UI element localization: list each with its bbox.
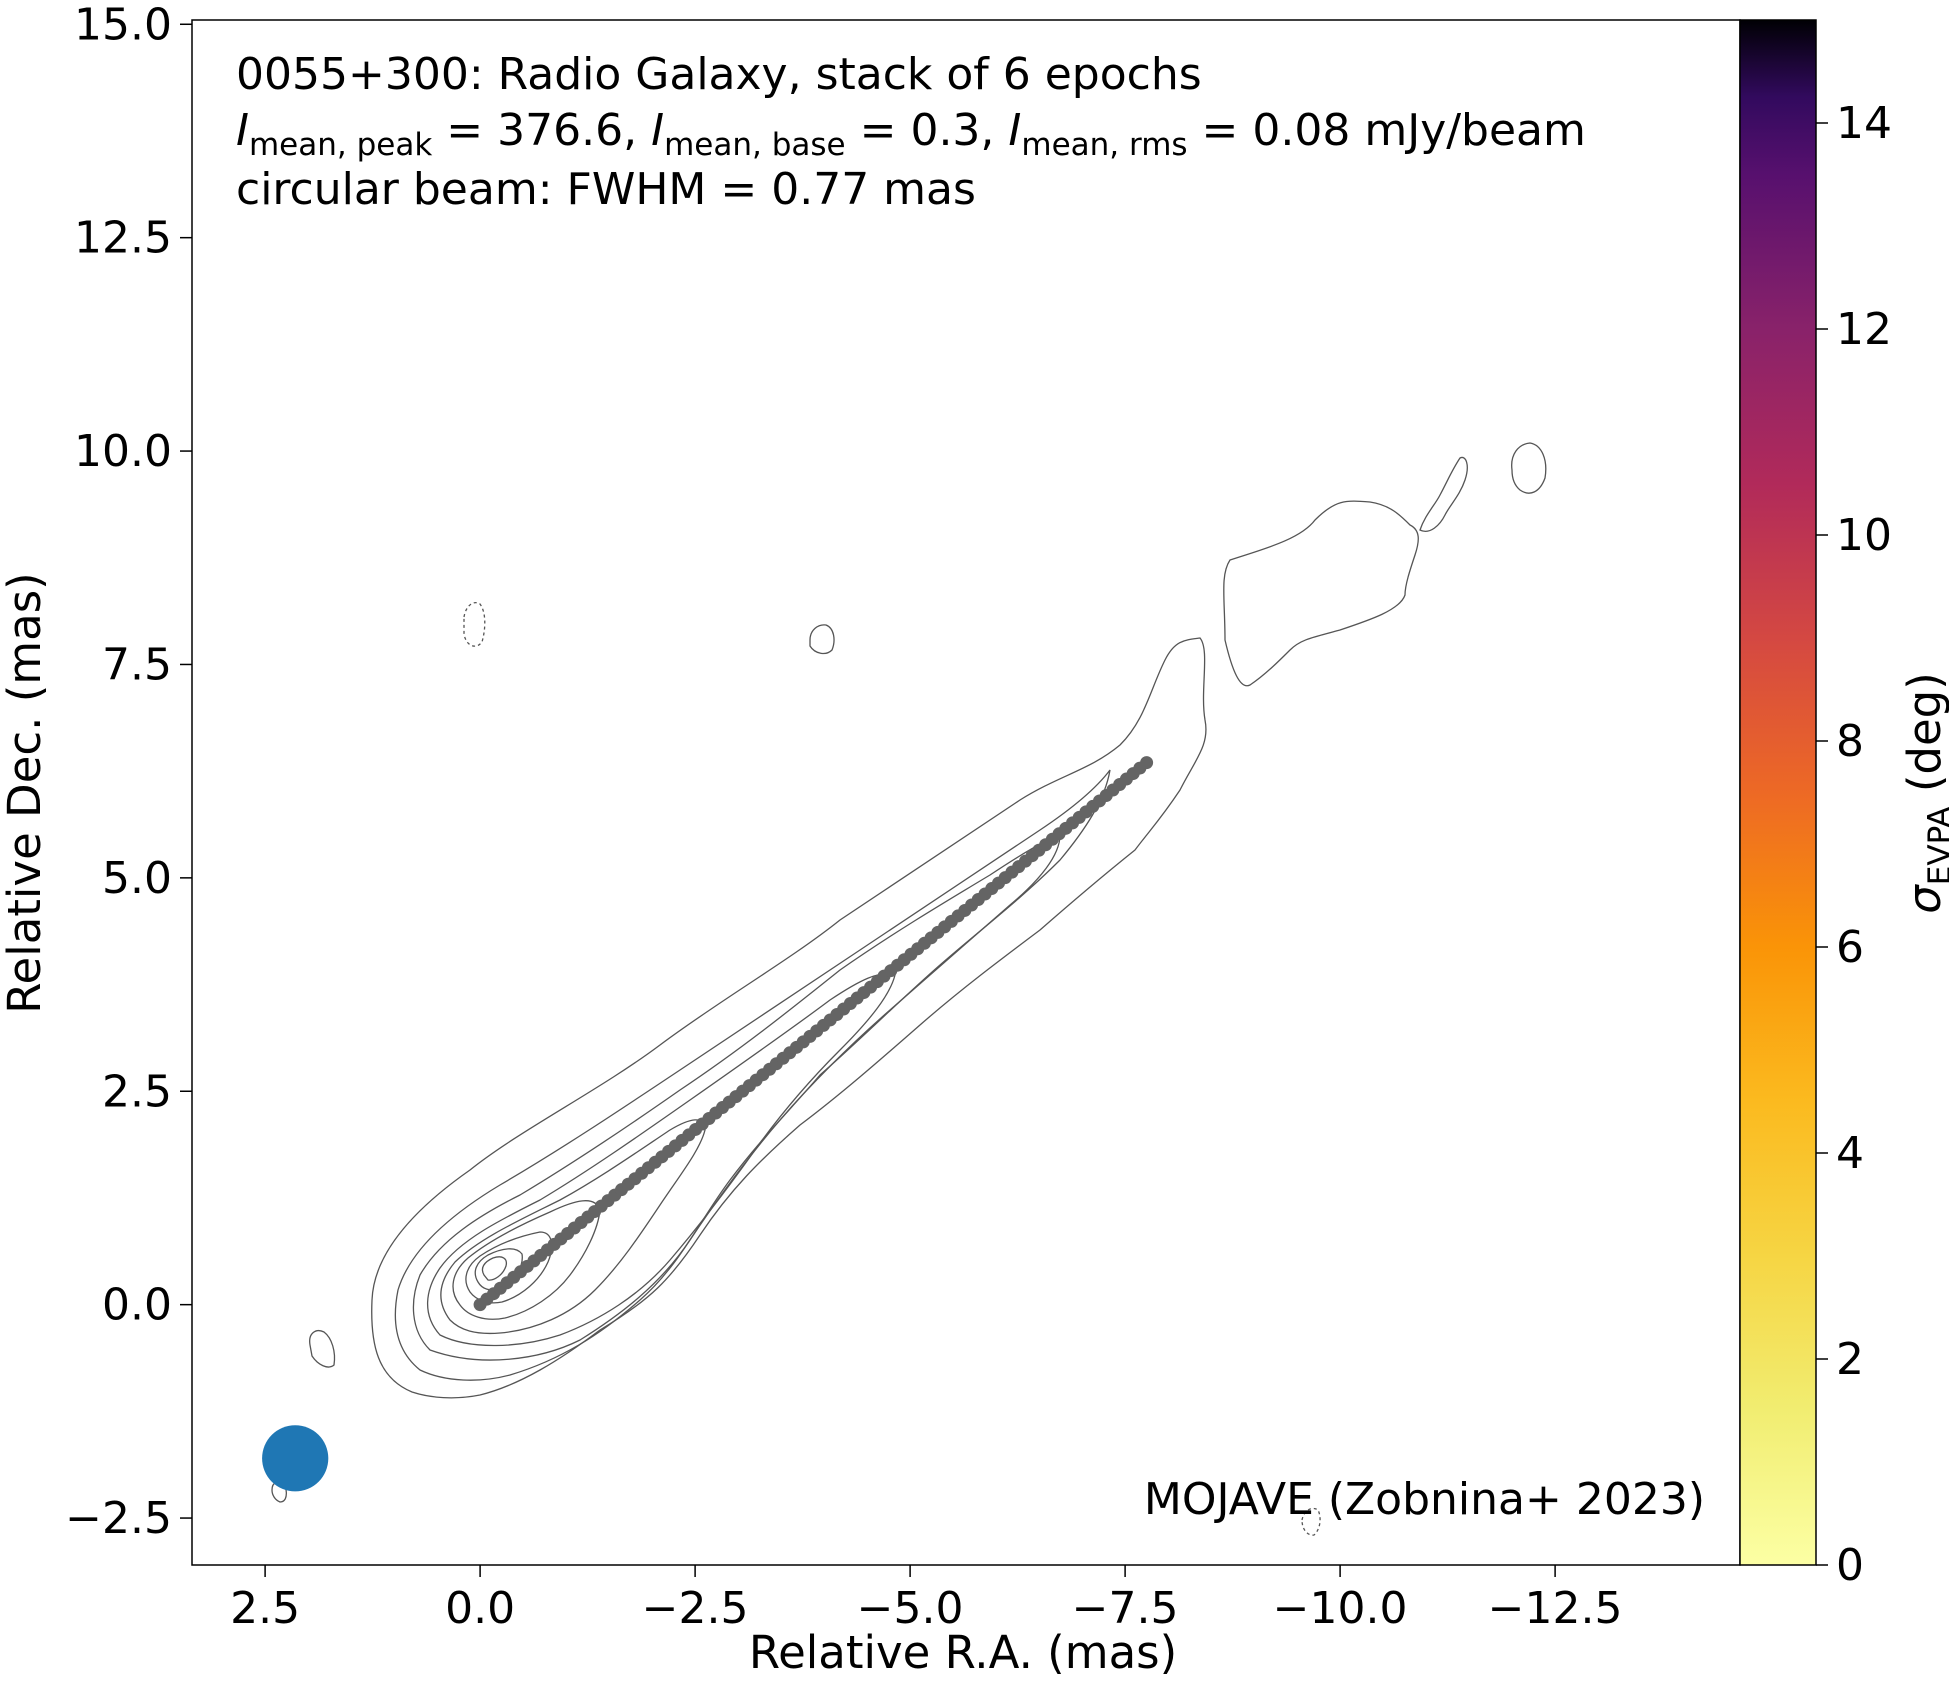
title-line-1: 0055+300: Radio Galaxy, stack of 6 epoch…	[236, 49, 1202, 100]
colorbar-tick-label: 10	[1836, 510, 1892, 561]
title-line-2: Imean, peak = 376.6, Imean, base = 0.3, …	[236, 105, 1586, 163]
x-axis: 2.5 0.0 −2.5 −5.0 −7.5 −10.0 −12.5	[230, 1565, 1623, 1634]
y-tick-label: 10.0	[74, 426, 172, 477]
colorbar-tick-label: 8	[1836, 716, 1864, 767]
x-tick-label: −12.5	[1488, 1583, 1623, 1634]
y-tick-label: 0.0	[102, 1280, 172, 1331]
colorbar-tick-label: 2	[1836, 1334, 1864, 1385]
y-tick-label: −2.5	[65, 1493, 172, 1544]
contour-blob-mid	[809, 624, 835, 655]
colorbar-tick-label: 12	[1836, 304, 1892, 355]
contour-blob-left	[309, 1330, 336, 1368]
y-tick-label: 5.0	[102, 853, 172, 904]
beam-ellipse	[262, 1425, 329, 1492]
colorbar-tick-label: 4	[1836, 1128, 1864, 1179]
x-tick-label: −10.0	[1273, 1583, 1408, 1634]
x-tick-label: −7.5	[1072, 1583, 1179, 1634]
credit-label: MOJAVE (Zobnina+ 2023)	[1144, 1474, 1705, 1525]
colorbar-frame	[1739, 19, 1817, 1566]
x-axis-label: Relative R.A. (mas)	[749, 1626, 1177, 1679]
y-tick-label: 12.5	[74, 213, 172, 264]
contour-level-1	[371, 637, 1207, 1399]
title-line-3: circular beam: FWHM = 0.77 mas	[236, 164, 976, 215]
contour-outer-tip	[1419, 456, 1468, 532]
y-tick-label: 7.5	[102, 639, 172, 690]
y-axis-label: Relative Dec. (mas)	[0, 572, 51, 1013]
contour-negative-2	[1301, 1507, 1321, 1536]
contour-level-9	[481, 1256, 508, 1281]
ridge-point	[1140, 756, 1154, 770]
contour-blob-ne	[1511, 442, 1547, 494]
colorbar-tick-label: 14	[1836, 98, 1892, 149]
plot-frame	[191, 19, 1741, 1566]
colorbar-axis: 0 2 4 6 8 10 12 14	[1816, 98, 1892, 1591]
y-tick-label: 15.0	[74, 0, 172, 50]
y-axis: −2.5 0.0 2.5 5.0 7.5 10.0 12.5 15.0	[65, 0, 192, 1544]
x-tick-label: −2.5	[642, 1583, 749, 1634]
contour-outer-jet	[1223, 500, 1419, 687]
contour-level-5	[440, 1119, 706, 1335]
colorbar-label: σEVPA (deg)	[1898, 672, 1949, 913]
x-tick-label: 0.0	[445, 1583, 515, 1634]
intensity-contours	[271, 442, 1547, 1536]
colorbar	[1740, 20, 1816, 1565]
colorbar-tick-label: 0	[1836, 1540, 1864, 1591]
contour-negative-1	[463, 602, 486, 647]
x-tick-label: −5.0	[857, 1583, 964, 1634]
y-tick-label: 2.5	[102, 1066, 172, 1117]
colorbar-tick-label: 6	[1836, 922, 1864, 973]
ridge-line	[473, 756, 1154, 1312]
x-tick-label: 2.5	[230, 1583, 300, 1634]
